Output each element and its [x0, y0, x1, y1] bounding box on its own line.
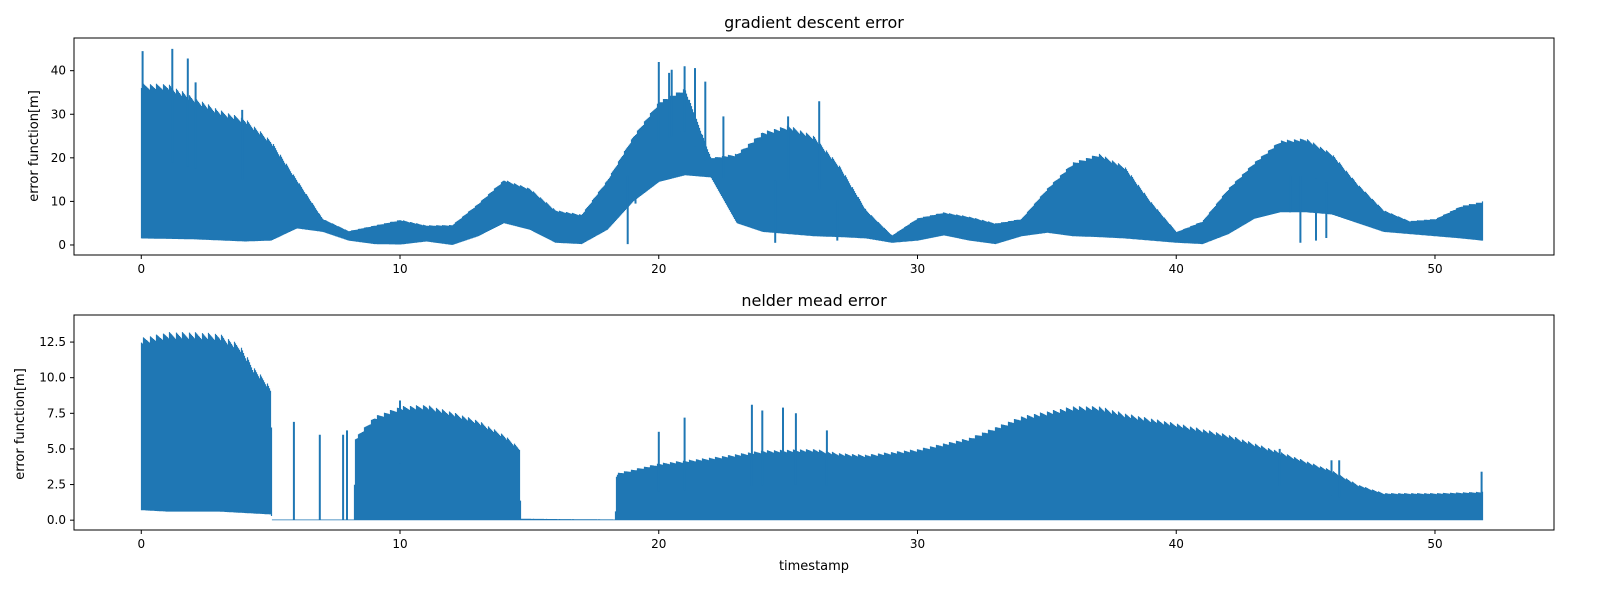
- nelder-mead-series: [140, 332, 1484, 521]
- nelder-mead-y-tick-label: 7.5: [47, 406, 66, 420]
- gradient-descent-series: [140, 48, 1484, 245]
- gradient-descent-x-tick-label: 30: [910, 262, 925, 276]
- gradient-descent-title: gradient descent error: [724, 13, 904, 32]
- gradient-descent-plot-frame: [73, 37, 1555, 256]
- gradient-descent-x-tick-label: 40: [1169, 262, 1184, 276]
- nelder-mead-x-tick-label: 50: [1427, 537, 1442, 551]
- nelder-mead-plot-frame: [73, 314, 1555, 531]
- gradient-descent-panel: gradient descent error error function[m]…: [27, 13, 1555, 276]
- nelder-mead-y-tick-label: 12.5: [39, 335, 66, 349]
- gradient-descent-y-tick-label: 30: [51, 107, 66, 121]
- nelder-mead-y-tick-label: 0.0: [47, 513, 66, 527]
- nelder-mead-ticks: 0 10 20 30 40 50 0.0 2.5 5.0 7.5 10.0 12.5: [39, 335, 1442, 551]
- nelder-mead-x-tick-label: 0: [137, 537, 145, 551]
- gradient-descent-ticks: 0 10 20 30 40 50 0 10 20 30 40: [51, 64, 1443, 276]
- nelder-mead-series-band: [140, 332, 1484, 521]
- nelder-mead-panel: nelder mead error error function[m] 0 10 2…: [13, 291, 1555, 574]
- nelder-mead-x-tick-label: 10: [392, 537, 407, 551]
- gradient-descent-x-tick-label: 50: [1427, 262, 1442, 276]
- nelder-mead-x-tick-label: 30: [910, 537, 925, 551]
- gradient-descent-x-tick-label: 0: [137, 262, 145, 276]
- nelder-mead-y-tick-label: 2.5: [47, 478, 66, 492]
- nelder-mead-y-axis-label: error function[m]: [13, 368, 28, 480]
- gradient-descent-y-tick-label: 20: [51, 151, 66, 165]
- gradient-descent-x-tick-label: 10: [392, 262, 407, 276]
- gradient-descent-y-tick-label: 10: [51, 194, 66, 208]
- gradient-descent-y-tick-label: 0: [58, 238, 66, 252]
- nelder-mead-x-tick-label: 40: [1169, 537, 1184, 551]
- nelder-mead-x-tick-label: 20: [651, 537, 666, 551]
- nelder-mead-x-axis-label: timestamp: [779, 559, 849, 574]
- gradient-descent-y-tick-label: 40: [51, 64, 66, 78]
- gradient-descent-y-axis-label: error function[m]: [27, 90, 42, 202]
- nelder-mead-y-tick-label: 5.0: [47, 442, 66, 456]
- nelder-mead-title: nelder mead error: [741, 291, 887, 310]
- nelder-mead-y-tick-label: 10.0: [39, 371, 66, 385]
- gradient-descent-x-tick-label: 20: [651, 262, 666, 276]
- gradient-descent-series-band: [140, 83, 1484, 245]
